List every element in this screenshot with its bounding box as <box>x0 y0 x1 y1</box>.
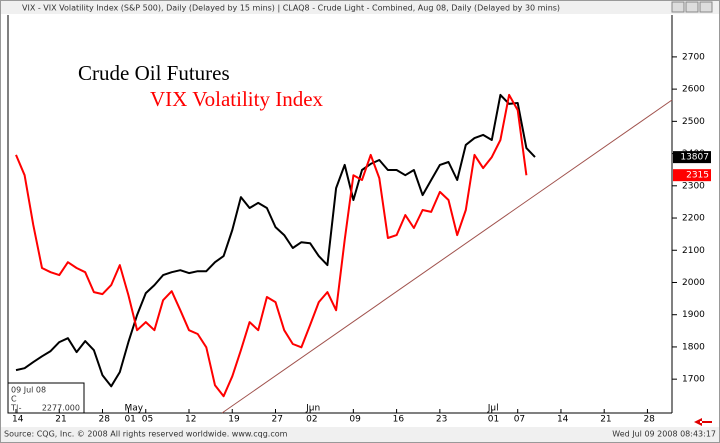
x-tick-label: 21 <box>55 415 66 425</box>
legend-entry: VIX Volatility Index <box>150 87 324 111</box>
y-tick-label: 2500 <box>682 117 705 127</box>
x-tick-label: 21 <box>600 415 611 425</box>
last-price-box <box>673 151 711 164</box>
footer-left: Source: CQG, Inc. © 2008 All rights rese… <box>4 430 288 439</box>
y-tick-label: 1700 <box>682 375 705 385</box>
y-tick-label: 2000 <box>682 278 705 288</box>
last-price-label: 13807 <box>680 153 709 163</box>
header: VIX - VIX Volatility Index (S&P 500), Da… <box>22 4 560 13</box>
footer-right: Wed Jul 09 2008 08:43:17 <box>612 430 716 439</box>
scroll-arrow[interactable] <box>694 418 712 426</box>
info-date: 09 Jul 08 <box>11 386 46 395</box>
y-tick-label: 1800 <box>682 342 705 352</box>
info-box <box>7 382 85 414</box>
header-bar <box>1 1 719 14</box>
x-tick-label: 12 <box>185 415 196 425</box>
x-tick-label: 05 <box>142 415 153 425</box>
month-label: May <box>124 404 143 414</box>
x-tick-label: 28 <box>643 415 655 425</box>
series-line <box>15 93 528 398</box>
legend-entry: Crude Oil Futures <box>78 61 230 85</box>
x-tick-label: 07 <box>514 415 525 425</box>
last-price-box <box>673 169 711 182</box>
window-button[interactable] <box>671 1 685 13</box>
x-tick-label: 16 <box>393 415 405 425</box>
y-tick-label: 2100 <box>682 246 705 256</box>
x-tick-label: 09 <box>349 415 361 425</box>
x-tick-label: 14 <box>557 415 569 425</box>
window-button[interactable] <box>685 1 699 13</box>
y-tick-label: 2600 <box>682 85 705 95</box>
footer-bar <box>1 427 719 442</box>
last-price-label: 2315 <box>686 171 709 181</box>
info-c: C <box>11 395 17 404</box>
info-t: T|- 2277.000 <box>10 404 80 413</box>
month-label: Jun <box>305 404 320 414</box>
x-tick-label: 14 <box>12 415 24 425</box>
x-tick-label: 01 <box>488 415 499 425</box>
y-tick-label: 2200 <box>682 214 705 224</box>
x-tick-label: 19 <box>228 415 240 425</box>
y-tick-label: 2300 <box>682 181 705 191</box>
trend-line <box>221 99 673 414</box>
y-tick-label: 1900 <box>682 310 705 320</box>
x-tick-label: 01 <box>124 415 135 425</box>
x-tick-label: 27 <box>272 415 283 425</box>
series-line <box>15 93 536 388</box>
window-button[interactable] <box>699 1 713 13</box>
month-label: Jul <box>487 404 499 414</box>
x-tick-label: 23 <box>436 415 447 425</box>
x-tick-label: 02 <box>306 415 317 425</box>
x-tick-label: 28 <box>99 415 111 425</box>
y-tick-label: 2700 <box>682 52 705 62</box>
